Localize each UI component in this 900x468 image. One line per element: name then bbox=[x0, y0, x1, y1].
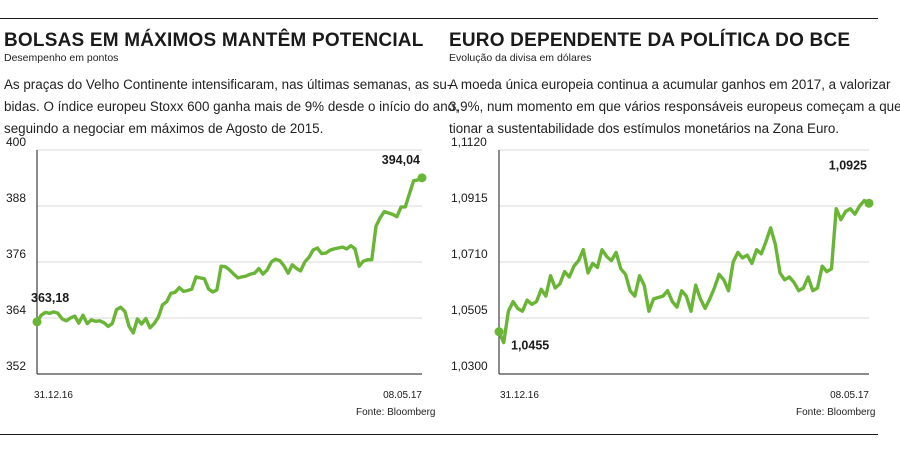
x-end-label: 08.05.17 bbox=[830, 390, 869, 401]
stocks-subtitle: Desempenho em pontos bbox=[4, 52, 119, 64]
top-rule bbox=[0, 18, 878, 19]
euro-panel: EURO DEPENDENTE DA POLÍTICA DO BCE Evolu… bbox=[449, 0, 900, 468]
x-end-label: 08.05.17 bbox=[383, 390, 422, 401]
x-start-label: 31.12.16 bbox=[500, 390, 539, 401]
start-point-marker bbox=[494, 327, 504, 337]
stocks-line-chart: 352 364 376 388 400 31.12.16 08.05.17 363,18 394… bbox=[6, 135, 427, 401]
y-tick-label: 376 bbox=[6, 247, 26, 261]
y-tick-label: 1,0300 bbox=[451, 359, 488, 373]
stocks-body-text: As praças do Velho Continente intensific… bbox=[4, 74, 459, 140]
y-tick-label: 400 bbox=[6, 135, 26, 149]
start-value-label: 1,0455 bbox=[511, 339, 549, 353]
euro-body-line: A moeda única europeia continua a acumul… bbox=[449, 77, 891, 92]
end-value-label: 394,04 bbox=[382, 153, 420, 167]
euro-body-text: A moeda única europeia continua a acumul… bbox=[449, 74, 900, 140]
euro-body-line: tionar a sustentabilidade dos estímulos … bbox=[449, 121, 840, 136]
stocks-source: Fonte: Bloomberg bbox=[356, 407, 436, 418]
y-tick-label: 364 bbox=[6, 303, 26, 317]
start-value-label: 363,18 bbox=[31, 291, 69, 305]
y-tick-label: 1,0915 bbox=[451, 191, 488, 205]
euro-title: EURO DEPENDENTE DA POLÍTICA DO BCE bbox=[449, 30, 851, 51]
y-tick-label: 1,0710 bbox=[451, 247, 488, 261]
stocks-title: BOLSAS EM MÁXIMOS MANTÊM POTENCIAL bbox=[4, 30, 424, 51]
y-tick-label: 1,1120 bbox=[451, 135, 487, 149]
series-line bbox=[497, 198, 871, 345]
stocks-body-line: bidas. O índice europeu Stoxx 600 ganha … bbox=[4, 99, 459, 114]
end-value-label: 1,0925 bbox=[829, 158, 867, 172]
stocks-body-line: As praças do Velho Continente intensific… bbox=[4, 77, 452, 92]
euro-source: Fonte: Bloomberg bbox=[796, 407, 876, 418]
y-tick-label: 352 bbox=[6, 359, 26, 373]
y-tick-label: 388 bbox=[6, 191, 26, 205]
end-point-marker bbox=[417, 173, 427, 183]
x-start-label: 31.12.16 bbox=[34, 390, 73, 401]
stocks-body-line: seguindo a negociar em máximos de Agosto… bbox=[4, 121, 324, 136]
start-point-marker bbox=[32, 317, 42, 327]
series-line bbox=[35, 176, 424, 335]
end-point-marker bbox=[864, 198, 874, 208]
euro-subtitle: Evolução da divisa em dólares bbox=[449, 52, 592, 64]
y-tick-label: 1,0505 bbox=[451, 303, 488, 317]
euro-line-chart: 1,0300 1,0505 1,0710 1,0915 1,1120 31.12.16 08… bbox=[451, 135, 874, 401]
euro-body-line: 3,9%, num momento em que vários responsá… bbox=[449, 99, 900, 114]
stocks-panel: BOLSAS EM MÁXIMOS MANTÊM POTENCIAL Desem… bbox=[4, 0, 459, 468]
bottom-rule bbox=[0, 434, 878, 435]
